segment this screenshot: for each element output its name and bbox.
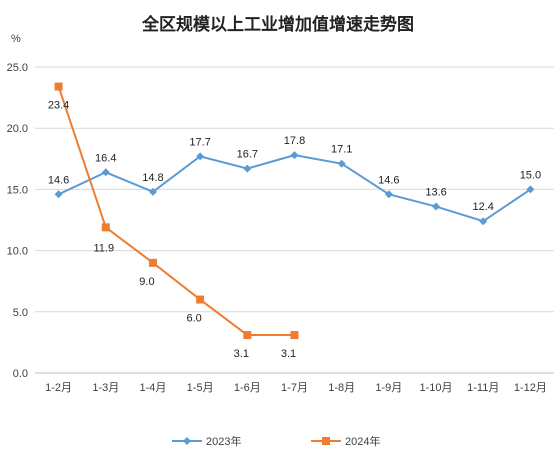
y-tick-label: 25.0	[7, 62, 28, 74]
data-point	[337, 159, 346, 168]
x-tick-label: 1-4月	[140, 382, 167, 394]
y-tick-label: 5.0	[13, 307, 28, 319]
series-0: 14.6 16.4 14.8 17.7 16.7 17.8 17.1 14.6 13.6 12.4…	[48, 135, 541, 226]
x-axis-ticks: 1-2月 1-3月 1-4月 1-5月 1-6月 1-7月 1-8月 1-9月 1-10月 1-1…	[45, 382, 547, 394]
data-label: 23.4	[48, 100, 69, 112]
data-point	[196, 152, 205, 161]
data-point	[54, 190, 63, 199]
gridlines	[35, 66, 554, 374]
data-label: 11.9	[93, 242, 114, 254]
data-point	[526, 185, 535, 194]
data-point	[290, 151, 299, 160]
x-tick-label: 1-6月	[234, 382, 261, 394]
legend-marker	[322, 437, 330, 445]
x-tick-label: 1-2月	[45, 382, 72, 394]
data-label: 13.6	[425, 187, 446, 199]
data-point	[243, 164, 252, 173]
legend-item: 2024年	[311, 434, 380, 448]
y-tick-label: 0.0	[13, 368, 28, 380]
data-label: 17.7	[189, 136, 210, 148]
legend-marker	[183, 437, 191, 445]
data-label: 15.0	[520, 169, 541, 181]
x-tick-label: 1-3月	[92, 382, 119, 394]
data-label: 14.8	[142, 172, 163, 184]
x-tick-label: 1-10月	[420, 382, 453, 394]
data-label: 14.6	[378, 174, 399, 186]
data-label: 3.1	[281, 348, 296, 360]
data-label: 14.6	[48, 174, 69, 186]
x-tick-label: 1-11月	[467, 382, 499, 394]
series-line	[57, 86, 295, 337]
legend: 2023年 2024年	[172, 434, 380, 448]
y-tick-label: 10.0	[7, 246, 28, 258]
data-point	[196, 295, 205, 304]
data-label: 12.4	[473, 201, 494, 213]
series-1: 23.4 11.9 9.0 6.0 3.1 3.1	[48, 82, 299, 360]
legend-label: 2024年	[345, 434, 380, 448]
data-point	[101, 223, 110, 232]
legend-item: 2023年	[172, 434, 241, 448]
data-point	[101, 168, 110, 177]
x-tick-label: 1-12月	[514, 382, 547, 394]
chart-title: 全区规模以上工业增加值增速走势图	[141, 14, 414, 35]
data-point	[148, 258, 157, 267]
series-line	[58, 154, 531, 223]
data-point	[432, 202, 441, 211]
y-axis-unit: %	[11, 33, 21, 45]
data-point	[54, 82, 63, 91]
x-tick-label: 1-7月	[281, 382, 308, 394]
series-layer: 14.6 16.4 14.8 17.7 16.7 17.8 17.1 14.6 13.6 12.4…	[48, 82, 541, 360]
data-label: 3.1	[234, 348, 249, 360]
legend-label: 2023年	[206, 434, 241, 448]
y-tick-label: 20.0	[7, 123, 28, 135]
data-label: 16.4	[95, 152, 116, 164]
data-label: 9.0	[139, 276, 154, 288]
y-tick-label: 15.0	[7, 184, 28, 196]
data-point	[384, 190, 393, 199]
data-point	[479, 217, 488, 226]
data-label: 6.0	[186, 313, 201, 325]
y-axis-ticks: 0.0 5.0 10.0 15.0 20.0 25.0	[7, 62, 28, 380]
data-point	[290, 331, 299, 340]
x-tick-label: 1-5月	[187, 382, 214, 394]
x-tick-label: 1-9月	[375, 382, 402, 394]
x-tick-label: 1-8月	[328, 382, 355, 394]
data-label: 17.1	[331, 144, 352, 156]
data-label: 17.8	[284, 135, 305, 147]
data-point	[243, 331, 252, 340]
data-point	[148, 187, 157, 196]
data-label: 16.7	[237, 149, 258, 161]
